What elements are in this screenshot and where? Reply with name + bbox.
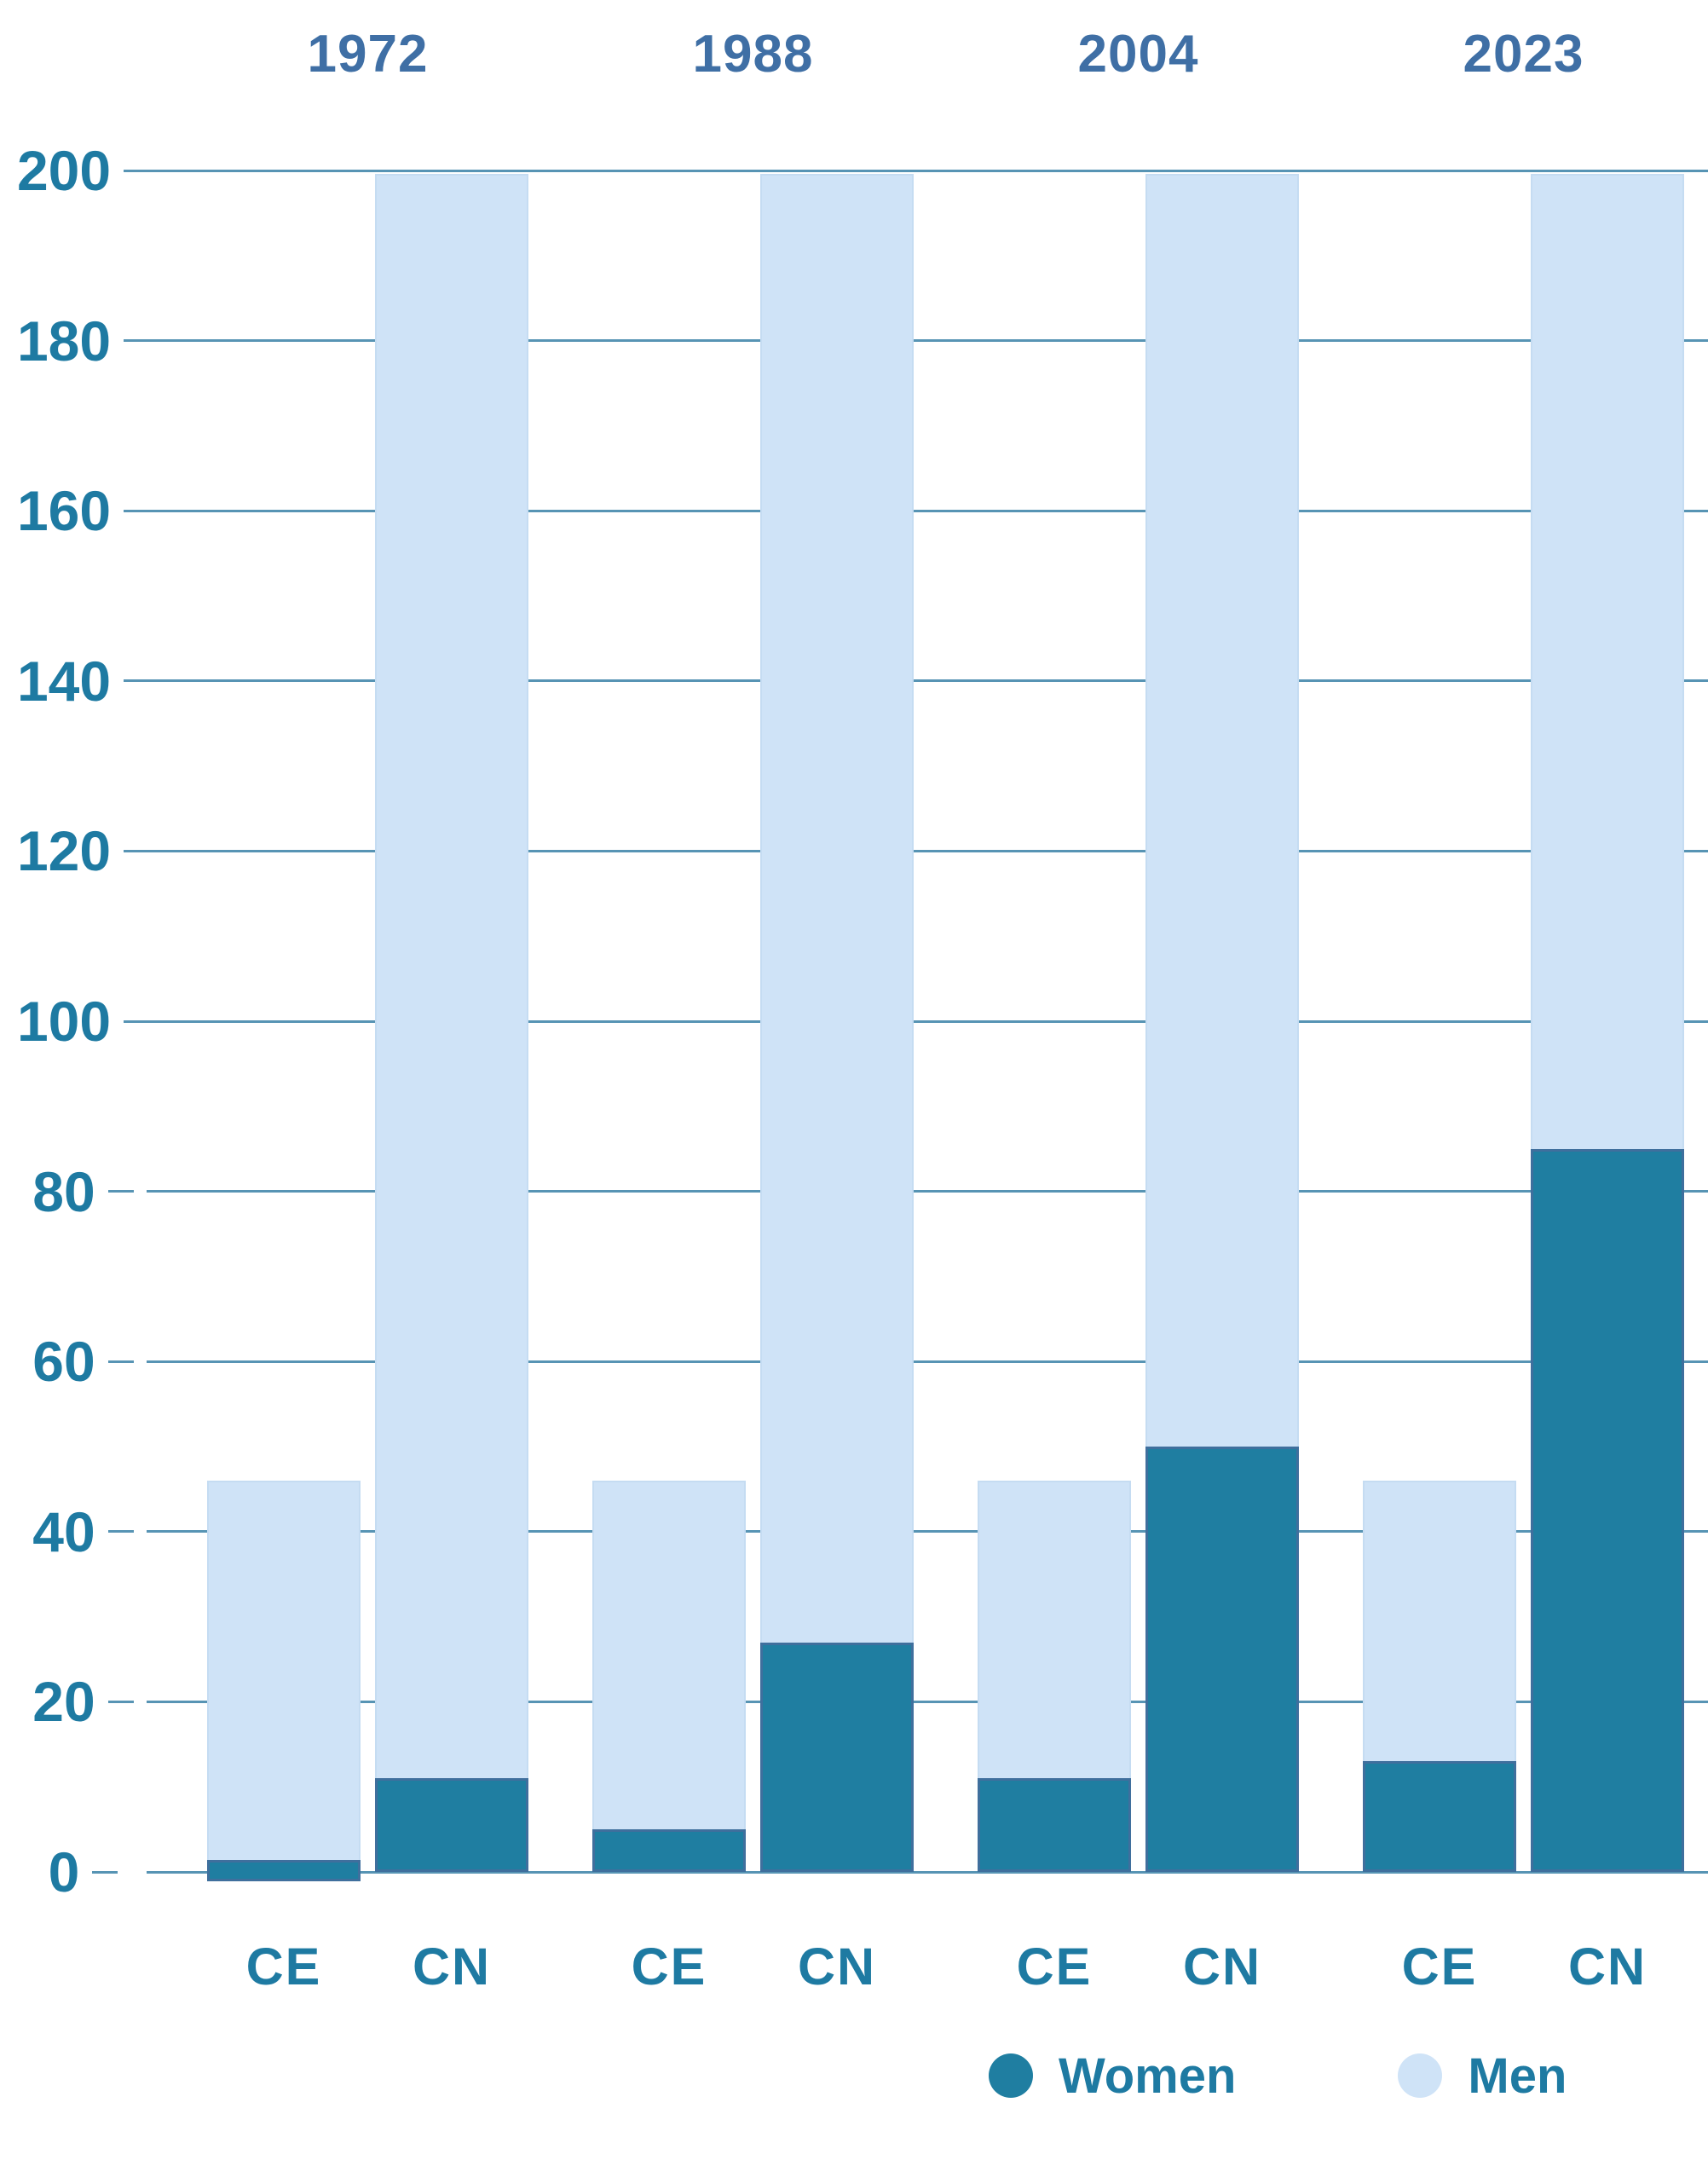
year-label-2023: 2023 [1463,25,1584,84]
gridline-20 [147,1700,1708,1703]
legend-item-women: Women [989,2048,1236,2105]
x-axis-label-1988-CN: CN [797,1938,877,1996]
gridline-160 [147,509,1708,512]
y-axis-tick-text: 160 [16,479,112,543]
y-axis-label-60: 60 [0,1330,166,1393]
y-axis-tick-mark [107,1530,134,1534]
gridline-100 [147,1019,1708,1023]
y-axis-label-140: 140 [0,650,166,713]
legend-label-men: Men [1468,2048,1567,2104]
women-legend-dot-icon [989,2053,1033,2098]
year-label-2004: 2004 [1077,25,1199,84]
y-axis-label-120: 120 [0,819,166,882]
y-axis-tick-mark [124,849,150,852]
bar-women-1972-CE [207,1860,361,1881]
y-axis-tick-text: 140 [16,649,112,713]
bar-women-2004-CN [1145,1447,1299,1872]
y-axis-label-180: 180 [0,309,166,373]
y-axis-tick-text: 0 [48,1840,80,1903]
bar-women-1988-CE [592,1829,746,1872]
y-axis-tick-mark [92,1870,118,1874]
bar-men-1988-CN [760,174,914,1872]
bar-men-1972-CE [207,1480,361,1872]
y-axis-tick-text: 180 [16,309,112,373]
gridline-40 [147,1530,1708,1534]
y-axis-tick-mark [124,169,150,172]
legend-label-women: Women [1059,2048,1237,2104]
men-legend-dot-icon [1398,2053,1443,2098]
x-axis-label-2004-CN: CN [1182,1938,1262,1996]
x-axis-label-2023-CE: CE [1401,1938,1478,1996]
year-label-1972: 1972 [307,25,429,84]
y-axis-tick-mark [107,1360,134,1363]
bar-men-1988-CE [592,1480,746,1872]
bar-women-2004-CE [978,1778,1131,1872]
x-axis-label-1972-CE: CE [245,1938,322,1996]
y-axis-tick-text: 40 [32,1499,95,1563]
gridline-120 [147,849,1708,852]
y-axis-label-0: 0 [0,1840,166,1903]
gridline-200 [147,169,1708,172]
gridline-140 [147,679,1708,683]
y-axis-tick-mark [124,1019,150,1023]
y-axis-label-40: 40 [0,1500,166,1563]
x-axis-label-1988-CE: CE [631,1938,707,1996]
y-axis-tick-text: 20 [32,1670,95,1734]
bar-women-1988-CN [760,1642,914,1872]
bar-women-2023-CN [1531,1148,1684,1872]
y-axis-label-80: 80 [0,1160,166,1223]
y-axis-tick-mark [124,339,150,343]
y-axis-tick-text: 100 [16,990,112,1053]
y-axis-tick-mark [107,1700,134,1703]
x-axis-label-2004-CE: CE [1016,1938,1093,1996]
legend: Women Men [989,2048,1567,2104]
y-axis-tick-mark [107,1190,134,1193]
bar-women-1972-CN [375,1778,528,1872]
gridline-0 [147,1870,1708,1874]
year-label-1988: 1988 [692,25,814,84]
gridline-60 [147,1360,1708,1363]
y-axis-tick-text: 80 [32,1159,95,1223]
x-axis-label-2023-CN: CN [1567,1938,1647,1996]
bar-men-1972-CN [375,174,528,1872]
gridline-80 [147,1190,1708,1193]
y-axis-tick-mark [124,679,150,683]
y-axis-label-200: 200 [0,139,166,202]
y-axis-tick-text: 120 [16,819,112,883]
y-axis-label-160: 160 [0,479,166,542]
legend-item-men: Men [1398,2048,1567,2105]
y-axis-tick-text: 60 [32,1330,95,1394]
bar-women-2023-CE [1363,1761,1516,1872]
y-axis-tick-text: 200 [16,139,112,202]
y-axis-tick-mark [124,509,150,512]
x-axis-label-1972-CN: CN [412,1938,492,1996]
y-axis-label-100: 100 [0,990,166,1053]
gridline-180 [147,339,1708,343]
y-axis-label-20: 20 [0,1670,166,1733]
